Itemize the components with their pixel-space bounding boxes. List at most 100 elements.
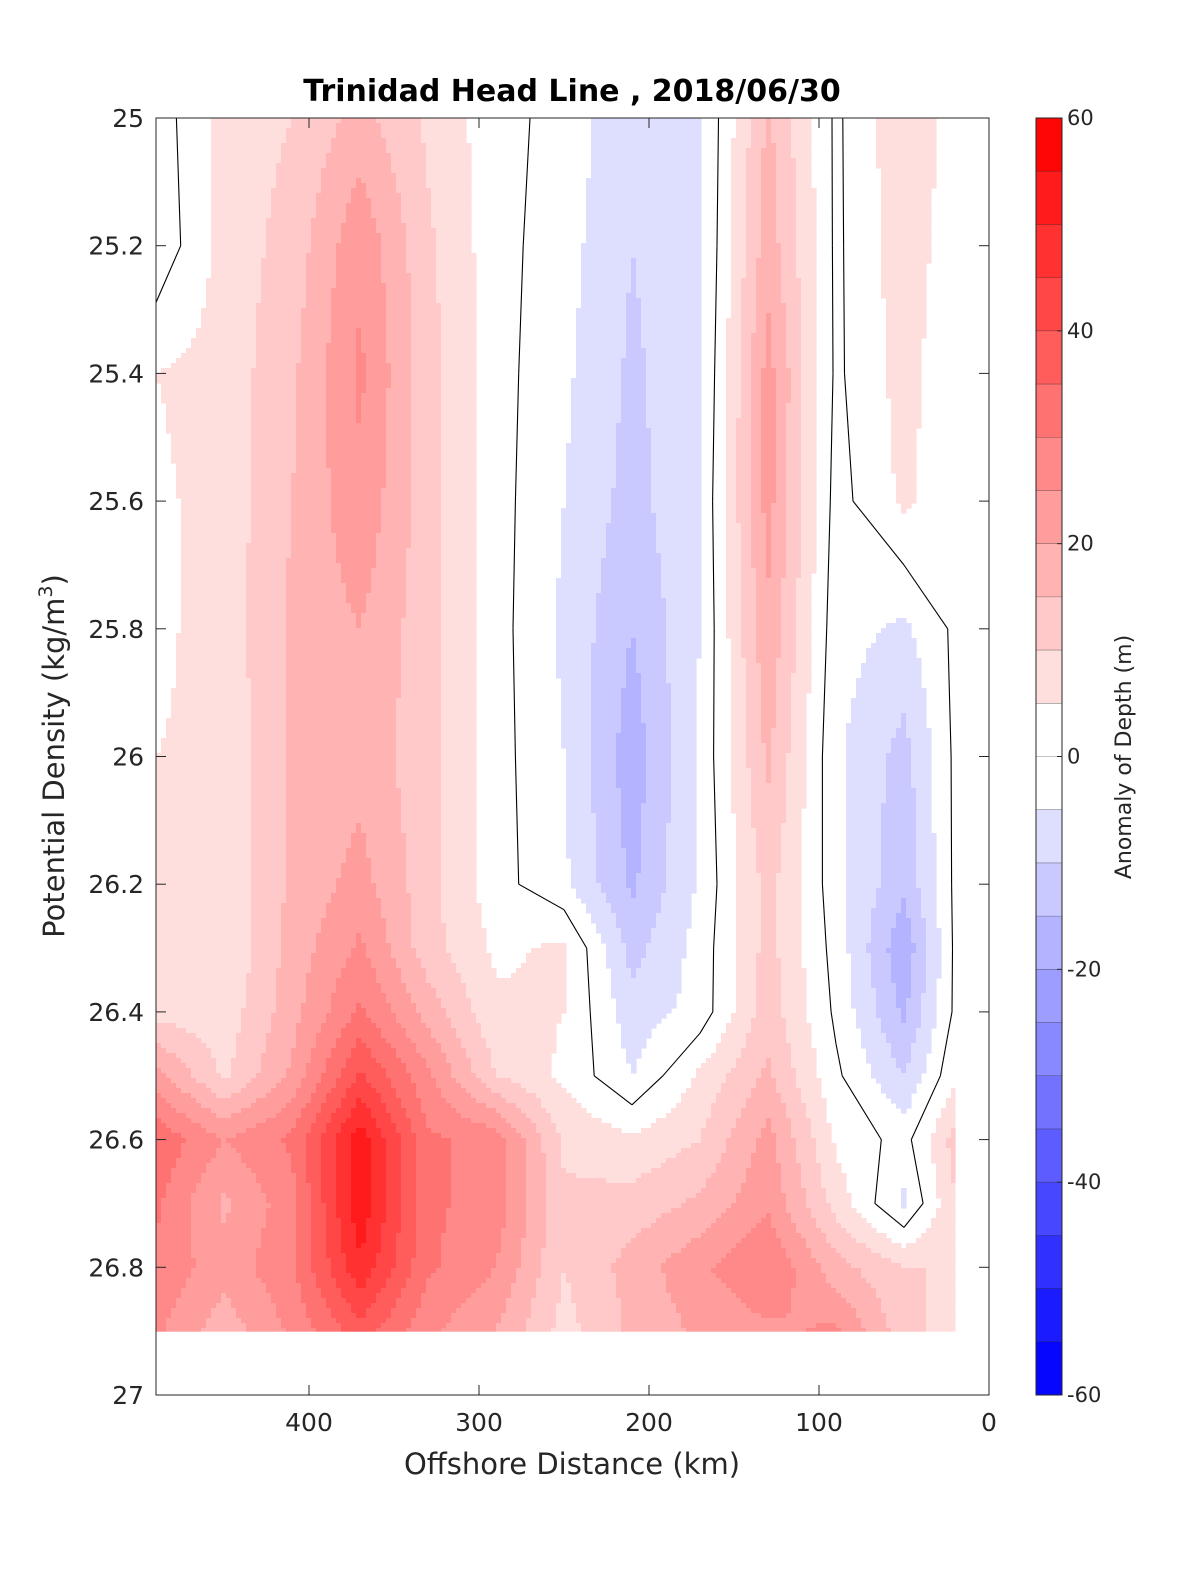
zero-contour-segment — [903, 1203, 924, 1228]
contour-cell — [391, 378, 412, 384]
contour-cell — [801, 328, 817, 334]
contour-cell — [436, 233, 472, 239]
contour-cell — [751, 813, 787, 819]
contour-cell — [391, 1313, 417, 1319]
contour-cell — [251, 398, 297, 404]
contour-cell — [671, 693, 697, 699]
colorbar-swatch — [1036, 703, 1062, 757]
contour-cell — [451, 1193, 507, 1199]
contour-cell — [346, 853, 367, 859]
contour-cell — [441, 438, 477, 444]
contour-cell — [796, 218, 817, 224]
contour-cell — [686, 1198, 737, 1204]
contour-cell — [626, 883, 637, 889]
contour-cell — [666, 598, 702, 604]
contour-cell — [946, 1143, 956, 1149]
contour-cell — [566, 468, 617, 474]
contour-cell — [596, 923, 617, 929]
contour-cell — [526, 1328, 552, 1332]
contour-cell — [896, 488, 917, 494]
contour-cell — [511, 1078, 557, 1084]
contour-cell — [311, 968, 342, 974]
contour-cell — [571, 423, 617, 429]
contour-cell — [781, 613, 797, 619]
contour-cell — [896, 1003, 907, 1009]
contour-cell — [596, 823, 622, 829]
contour-cell — [376, 1263, 397, 1269]
contour-cell — [666, 648, 702, 654]
contour-cell — [746, 1178, 782, 1184]
contour-cell — [781, 258, 797, 264]
contour-cell — [376, 118, 422, 124]
contour-cell — [426, 1063, 452, 1069]
contour-cell — [401, 218, 432, 224]
contour-cell — [566, 493, 612, 499]
contour-cell — [751, 398, 762, 404]
contour-cell — [611, 1268, 662, 1274]
colorbar-swatch — [1036, 330, 1062, 385]
contour-cell — [886, 1318, 927, 1324]
contour-cell — [366, 1013, 397, 1019]
contour-cell — [426, 968, 457, 974]
contour-cell — [786, 543, 802, 549]
contour-cell — [651, 468, 702, 474]
contour-cell — [951, 1153, 956, 1159]
contour-cell — [671, 803, 697, 809]
contour-cell — [391, 383, 412, 389]
contour-cell — [786, 538, 802, 544]
contour-cell — [691, 1238, 742, 1244]
contour-cell — [401, 1158, 417, 1164]
contour-cell — [881, 198, 932, 204]
contour-cell — [171, 713, 252, 719]
contour-cell — [596, 878, 627, 884]
contour-cell — [736, 1243, 782, 1249]
contour-cell — [916, 808, 932, 814]
contour-cell — [321, 1293, 342, 1299]
contour-cell — [756, 268, 782, 274]
contour-cell — [441, 553, 477, 559]
contour-cell — [846, 853, 882, 859]
contour-cell — [571, 878, 597, 884]
contour-cell — [656, 518, 702, 524]
contour-cell — [566, 778, 592, 784]
contour-cell — [441, 533, 477, 539]
contour-cell — [256, 1258, 297, 1264]
contour-cell — [801, 518, 817, 524]
contour-cell — [441, 838, 477, 844]
contour-cell — [411, 393, 442, 399]
contour-cell — [386, 1153, 402, 1159]
contour-cell — [871, 978, 892, 984]
contour-cell — [301, 333, 332, 339]
contour-cell — [951, 1178, 956, 1184]
contour-cell — [386, 148, 427, 154]
contour-cell — [451, 1073, 477, 1079]
y-tick-label: 25.8 — [88, 615, 144, 644]
contour-cell — [441, 423, 477, 429]
contour-cell — [396, 1053, 422, 1059]
contour-cell — [801, 378, 817, 384]
contour-cell — [786, 418, 802, 424]
contour-cell — [156, 1103, 172, 1109]
contour-cell — [181, 1148, 217, 1154]
contour-cell — [411, 423, 442, 429]
contour-cell — [231, 1068, 262, 1074]
contour-cell — [411, 358, 442, 364]
contour-cell — [401, 193, 432, 199]
contour-cell — [366, 603, 407, 609]
contour-cell — [286, 128, 337, 134]
contour-cell — [856, 1013, 877, 1019]
contour-cell — [616, 763, 647, 769]
contour-cell — [426, 978, 462, 984]
contour-cell — [181, 1293, 222, 1299]
contour-cell — [386, 473, 412, 479]
contour-cell — [441, 878, 477, 884]
contour-cell — [246, 563, 287, 569]
contour-cell — [386, 1173, 402, 1179]
contour-cell — [781, 828, 802, 834]
contour-cell — [241, 1088, 272, 1094]
contour-cell — [276, 163, 327, 169]
contour-cell — [451, 1103, 487, 1109]
contour-cell — [671, 703, 697, 709]
contour-cell — [891, 973, 912, 979]
contour-cell — [801, 363, 817, 369]
